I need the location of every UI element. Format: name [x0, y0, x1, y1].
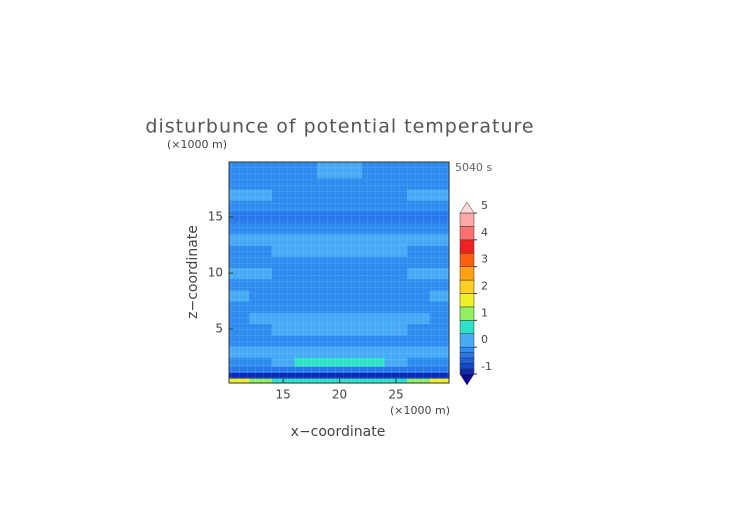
plot-frame: [228, 161, 450, 384]
colorbar-band: [459, 306, 475, 321]
colorbar-tick-label: -1: [481, 360, 492, 373]
y-tick-label: 10: [208, 266, 223, 280]
chart-title: disturbunce of potential temperature: [145, 116, 534, 138]
time-label: 5040 s: [455, 161, 492, 174]
colorbar-band: [459, 279, 475, 294]
colorbar-tick-label: 1: [481, 306, 488, 319]
colorbar-band: [459, 226, 475, 241]
colorbar-band: [459, 266, 475, 281]
model-grid: [229, 162, 449, 383]
colorbar-tick-label: 5: [481, 199, 488, 212]
colorbar-tick-label: 0: [481, 333, 488, 346]
x-tick-label: 15: [276, 388, 291, 402]
colorbar-tick-label: 3: [481, 253, 488, 266]
colorbar-band: [459, 320, 475, 335]
colorbar-band: [459, 363, 475, 369]
colorbar-band: [459, 239, 475, 254]
y-tick-label: 15: [208, 209, 223, 223]
colorbar-band: [459, 212, 475, 227]
colorbar-band: [459, 352, 475, 359]
colorbar-over: [459, 201, 475, 214]
y-tick-label: 5: [215, 322, 223, 336]
colorbar-band: [459, 357, 475, 364]
x-tick-label: 20: [332, 388, 347, 402]
y-axis-label: z−coordinate: [185, 225, 201, 319]
colorbar-band: [459, 346, 475, 353]
colorbar-under: [459, 373, 475, 386]
y-unit: (×1000 m): [167, 138, 227, 151]
colorbar-band: [459, 293, 475, 308]
colorbar-tick-label: 2: [481, 280, 488, 293]
colorbar-band: [459, 253, 475, 267]
x-unit: (×1000 m): [390, 404, 450, 417]
x-tick-label: 25: [388, 388, 403, 402]
colorbar-tick-label: 4: [481, 226, 488, 239]
colorbar-band: [459, 333, 475, 348]
x-axis-label: x−coordinate: [291, 424, 386, 440]
colorbar-band: [459, 368, 475, 375]
